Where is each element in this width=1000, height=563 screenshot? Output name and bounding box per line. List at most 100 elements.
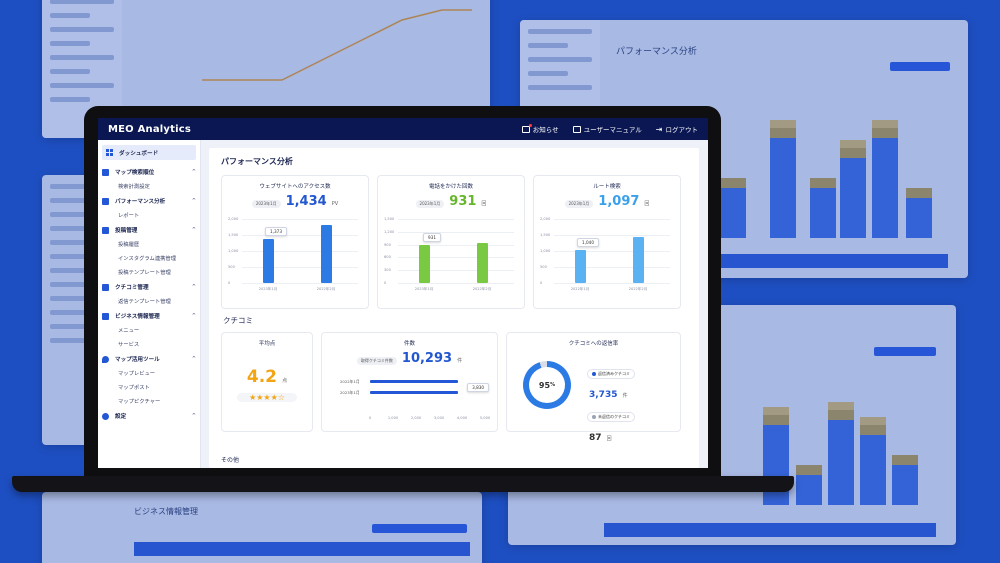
- y-tick-label: 600: [384, 255, 391, 260]
- chart-icon: [102, 168, 109, 176]
- metric-value: 1,434: [285, 194, 327, 209]
- x-tick-label: 2022年2月: [628, 287, 648, 291]
- notifications-label: お知らせ: [532, 126, 559, 134]
- manual-label: ユーザーマニュアル: [583, 126, 642, 134]
- x-tick-label: 2022年2月: [316, 287, 336, 291]
- period-pill: 2023年1月: [415, 200, 445, 208]
- x-tick-label: 4,000: [456, 416, 468, 420]
- sidebar-group-posts[interactable]: 投稿管理 ^: [98, 222, 200, 237]
- sidebar-item-map-post[interactable]: マップポスト: [118, 385, 150, 391]
- average-rating-value: 4.2: [246, 367, 277, 387]
- background-line-chart: [202, 9, 472, 81]
- sidebar-group-map-rank[interactable]: マップ検索順位 ^: [98, 164, 200, 179]
- logout-button[interactable]: ⇥ ログアウト: [656, 124, 699, 135]
- sidebar-item-services[interactable]: サービス: [118, 342, 140, 348]
- chart-bar[interactable]: [419, 244, 430, 283]
- sidebar-item-map-review[interactable]: マップレビュー: [118, 371, 156, 377]
- notifications-button[interactable]: お知らせ: [521, 123, 559, 134]
- reply-rate-value: 95%: [529, 367, 565, 403]
- grid-line: [242, 267, 358, 268]
- sidebar-group-performance[interactable]: パフォーマンス分析 ^: [98, 193, 200, 208]
- chart-bar[interactable]: [370, 380, 459, 383]
- replied-unit: 件: [622, 393, 628, 399]
- sidebar-item-post-history[interactable]: 投稿履歴: [118, 242, 140, 248]
- review-count-unit: 件: [457, 358, 463, 364]
- background-action-button: [372, 524, 467, 533]
- y-tick-label: 0: [384, 281, 387, 285]
- chart-tooltip: 3,830: [467, 383, 490, 392]
- sidebar-item-dashboard[interactable]: ダッシュボード: [102, 145, 196, 160]
- sidebar-item-report[interactable]: レポート: [118, 213, 140, 219]
- sidebar-group-label: クチコミ管理: [115, 285, 149, 291]
- reply-rate-donut: 95%: [523, 361, 571, 409]
- y-tick-label: 1,000: [228, 249, 239, 253]
- sidebar-item-search-settings[interactable]: 検索計測設定: [118, 184, 150, 190]
- map-pin-icon: [102, 355, 109, 363]
- unreplied-value: 87: [589, 433, 602, 443]
- x-tick-label: 2023年1月: [414, 287, 434, 291]
- grid-line: [398, 219, 514, 220]
- x-tick-label: 1,000: [387, 416, 399, 420]
- sidebar-item-reply-templates[interactable]: 返信テンプレート管理: [118, 299, 171, 305]
- sidebar-item-map-picture[interactable]: マップピクチャー: [118, 399, 161, 405]
- other-section-title: その他: [221, 457, 240, 464]
- grid-line: [398, 244, 514, 246]
- y-tick-label: 2,000: [228, 217, 239, 221]
- top-bar: MEO Analytics お知らせ ユーザーマニュアル ⇥ ログアウト: [98, 118, 708, 140]
- background-download-button: [874, 347, 936, 356]
- x-tick-label: 5,000: [479, 416, 491, 420]
- y-tick-label: 500: [228, 265, 235, 269]
- sidebar-group-label: ビジネス情報管理: [115, 314, 160, 320]
- sidebar-group-settings[interactable]: 設定 ^: [98, 408, 200, 423]
- x-tick-label: 2022年2月: [472, 287, 492, 291]
- dashboard-icon: [106, 149, 113, 156]
- chevron-up-icon: ^: [191, 356, 196, 362]
- y-tick-label: 2023年1月: [340, 390, 360, 395]
- metric-unit: PV: [331, 201, 339, 207]
- sidebar-group-map-tools[interactable]: マップ活用ツール ^: [98, 351, 200, 366]
- chart-bar[interactable]: [263, 239, 274, 283]
- sidebar-item-menu[interactable]: メニュー: [118, 328, 140, 334]
- chart-bar[interactable]: [477, 243, 488, 283]
- sidebar: ダッシュボード マップ検索順位 ^ 検索計測設定 パフォーマンス分析 ^ レポー…: [98, 140, 201, 468]
- chart-bar[interactable]: [370, 391, 459, 394]
- grid-line: [242, 235, 358, 236]
- unreplied-unit: 回: [606, 436, 612, 442]
- y-tick-label: 0: [228, 281, 231, 285]
- chart-bar[interactable]: [321, 224, 332, 283]
- y-tick-label: 500: [540, 265, 547, 269]
- y-tick-label: 1,000: [540, 249, 551, 253]
- average-rating-unit: 点: [282, 378, 288, 384]
- card-title: 電話をかけた回数: [428, 184, 473, 190]
- x-tick-label: 2023年1月: [258, 287, 278, 291]
- average-rating-card: 平均点 4.2 点 ★★★★☆: [221, 332, 313, 432]
- sidebar-group-reviews[interactable]: クチコミ管理 ^: [98, 279, 200, 294]
- brand-logo[interactable]: MEO Analytics: [108, 123, 192, 135]
- review-count-chart: 2022年1月 2023年1月 3,830 0 1,000 2,000 3,000 4,000…: [328, 372, 491, 424]
- y-tick-label: 1,500: [228, 233, 239, 237]
- chart-bar[interactable]: [575, 249, 586, 283]
- sidebar-item-post-templates[interactable]: 投稿テンプレート管理: [118, 270, 171, 276]
- chart-tooltip: 1,040: [577, 237, 599, 247]
- chart-tooltip: 931: [423, 232, 441, 242]
- phone-calls-card: 電話をかけた回数 2023年1月 931 回 1,500 1,200 900 600 3…: [377, 175, 525, 309]
- logout-label: ログアウト: [665, 126, 699, 134]
- chevron-up-icon: ^: [191, 227, 196, 233]
- sidebar-group-business[interactable]: ビジネス情報管理 ^: [98, 308, 200, 323]
- review-cards: 平均点 4.2 点 ★★★★☆ 件数 取得クチコミ件数 10,293 件 202…: [221, 332, 687, 443]
- chart-bar[interactable]: [633, 237, 644, 283]
- book-icon: [572, 125, 581, 133]
- review-count-value: 10,293: [401, 351, 453, 366]
- sidebar-group-label: パフォーマンス分析: [115, 199, 166, 205]
- post-icon: [102, 226, 109, 234]
- manual-button[interactable]: ユーザーマニュアル: [572, 124, 642, 134]
- store-icon: [102, 312, 109, 320]
- gear-icon: [102, 412, 109, 420]
- chevron-up-icon: ^: [191, 284, 196, 290]
- count-pill: 取得クチコミ件数: [356, 357, 397, 365]
- sidebar-item-label: ダッシュボード: [119, 150, 159, 157]
- sidebar-item-instagram[interactable]: インスタグラム連携管理: [118, 256, 177, 262]
- metric-unit: 回: [644, 201, 650, 207]
- card-title: クチコミへの返信率: [568, 341, 619, 347]
- x-tick-label: 0: [368, 416, 372, 420]
